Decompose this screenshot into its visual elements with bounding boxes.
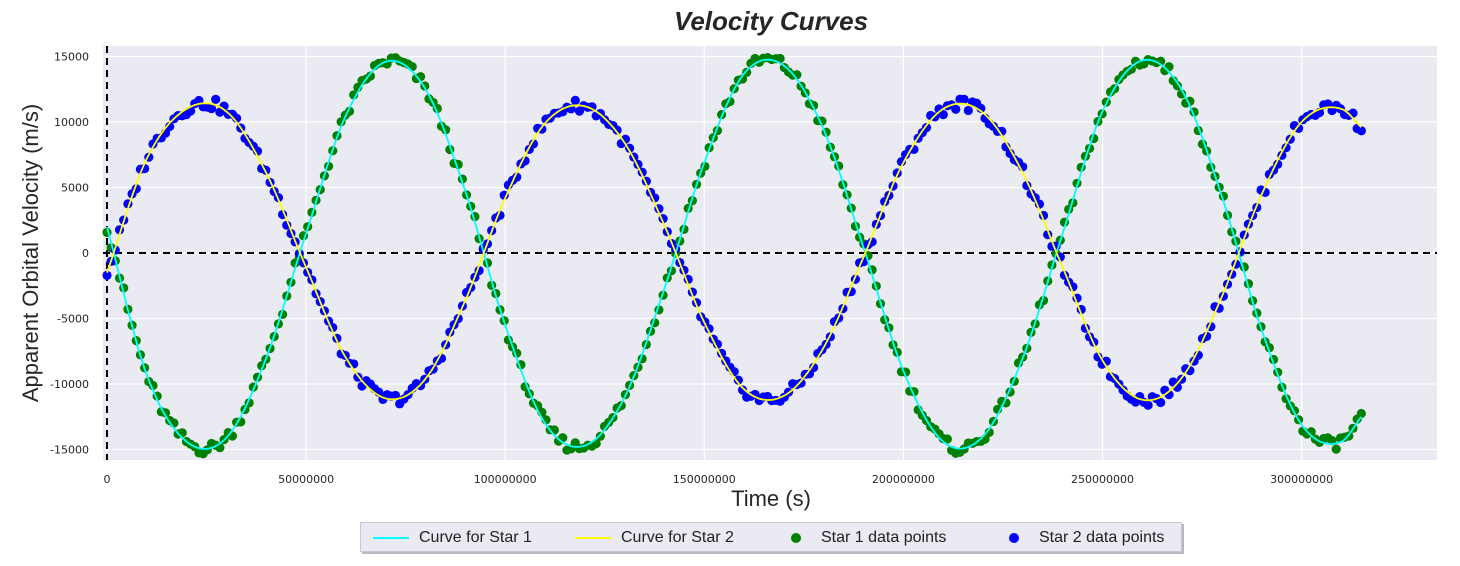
star2-data-point (165, 121, 175, 132)
y-tick-label: 0 (82, 247, 89, 260)
star2-data-point (211, 94, 221, 104)
curve-layer (106, 58, 1363, 450)
x-tick-labels: 0 50000000 100000000 150000000 200000000 2500… (103, 473, 1333, 486)
star2-data-point (997, 126, 1007, 136)
star1-data-point (775, 53, 785, 64)
legend: Curve for Star 1 Curve for Star 2 Star 1… (360, 522, 1182, 552)
star2-data-point (528, 139, 539, 149)
star2-data-point (587, 102, 597, 112)
star2-curve (106, 102, 1362, 402)
velocity-chart: 0 50000000 100000000 150000000 200000000 2500… (18, 6, 1437, 511)
star1-data-point (1356, 408, 1366, 419)
star2-data-point (938, 110, 948, 120)
y-tick-label: -5000 (57, 313, 89, 326)
x-tick-label: 100000000 (474, 473, 537, 486)
star1-data-point (742, 67, 752, 77)
star2-data-point (896, 157, 907, 167)
legend-label: Star 2 data points (1039, 529, 1165, 546)
star2-data-point (612, 125, 622, 135)
star2-data-point (1143, 400, 1153, 410)
star2-data-point (1156, 397, 1166, 408)
star1-data-point (365, 71, 375, 81)
x-tick-label: 0 (103, 473, 110, 486)
x-axis-label: Time (s) (731, 486, 811, 511)
star1-data-point (227, 431, 238, 441)
star2-data-point (796, 378, 806, 388)
reference-lines (103, 46, 1437, 460)
legend-swatch (1009, 533, 1019, 543)
star2-data-point (712, 339, 723, 349)
star2-data-point (976, 103, 986, 113)
star1-data-point (1331, 444, 1341, 454)
star1-data-point (1126, 64, 1136, 74)
legend-swatch (575, 537, 611, 539)
x-tick-label: 50000000 (278, 473, 334, 486)
star1-data-point (177, 428, 187, 438)
legend-label: Curve for Star 2 (621, 529, 734, 546)
y-tick-label: 10000 (54, 116, 89, 129)
star1-data-point (942, 434, 953, 444)
y-tick-labels: 15000 10000 5000 0 -5000 -10000 -15000 (50, 50, 89, 456)
legend-swatch (791, 533, 801, 543)
y-axis-label: Apparent Orbital Velocity (m/s) (18, 104, 43, 402)
legend-label: Star 1 data points (821, 529, 947, 546)
star2-data-point (102, 270, 112, 280)
x-tick-label: 300000000 (1270, 473, 1333, 486)
star1-data-point (1001, 398, 1011, 408)
y-tick-label: -15000 (50, 444, 89, 457)
y-tick-label: -10000 (50, 378, 89, 391)
star1-curve (106, 58, 1363, 450)
star2-data-point (733, 375, 743, 385)
star1-data-point (1185, 96, 1195, 106)
star1-data-point (595, 431, 605, 441)
x-tick-label: 150000000 (673, 473, 736, 486)
star2-data-point (959, 94, 969, 104)
y-tick-label: 5000 (61, 181, 89, 194)
legend-item-star1-points: Star 1 data points (775, 523, 946, 553)
star1-data-point (549, 425, 559, 435)
star2-data-point (206, 104, 217, 114)
star1-data-point (737, 74, 748, 84)
star2-data-point (390, 390, 401, 401)
star1-data-point (1176, 89, 1187, 99)
legend-swatch (373, 537, 409, 539)
star2-data-point (737, 385, 748, 395)
legend-item-star2-points: Star 2 data points (993, 523, 1164, 553)
star2-data-point (570, 95, 580, 105)
star2-data-point (1348, 108, 1358, 118)
star1-data-point (407, 62, 417, 72)
star2-data-point (1356, 126, 1366, 136)
star2-data-point (1093, 352, 1103, 362)
x-tick-label: 250000000 (1071, 473, 1134, 486)
y-tick-label: 15000 (54, 50, 89, 63)
star2-data-point (1294, 123, 1304, 133)
star2-data-point (963, 105, 973, 116)
legend-item-star1-curve: Curve for Star 1 (373, 523, 532, 553)
legend-label: Curve for Star 1 (419, 529, 532, 546)
x-tick-label: 200000000 (872, 473, 935, 486)
chart-title: Velocity Curves (674, 6, 868, 36)
star2-data-point (809, 362, 819, 373)
star2-data-point (951, 104, 961, 114)
star1-data-point (984, 427, 994, 437)
legend-item-star2-curve: Curve for Star 2 (575, 523, 734, 553)
